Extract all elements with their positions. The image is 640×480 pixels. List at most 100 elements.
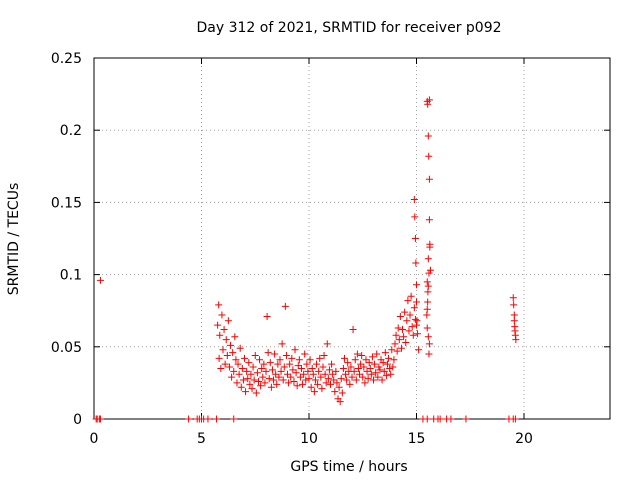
data-point <box>215 354 223 362</box>
data-point <box>296 373 304 381</box>
data-point <box>265 375 273 383</box>
data-point <box>360 363 368 371</box>
data-point <box>380 367 388 375</box>
data-point <box>204 415 212 423</box>
data-point <box>297 364 305 372</box>
data-point <box>359 373 367 381</box>
data-point <box>288 354 296 362</box>
data-point <box>436 415 444 423</box>
data-point <box>511 415 519 423</box>
data-point <box>215 301 223 309</box>
data-point <box>328 360 336 368</box>
data-point <box>426 243 434 251</box>
data-point <box>423 311 431 319</box>
data-point <box>317 373 325 381</box>
data-point <box>303 360 311 368</box>
data-point <box>391 340 399 348</box>
data-point <box>387 370 395 378</box>
data-point <box>367 370 375 378</box>
data-point <box>305 375 313 383</box>
data-point <box>302 376 310 384</box>
data-point <box>407 292 415 300</box>
data-point <box>224 317 232 325</box>
data-point <box>338 389 346 397</box>
data-point <box>96 415 104 423</box>
data-point <box>239 376 247 384</box>
data-point <box>389 363 397 371</box>
data-point <box>279 376 287 384</box>
data-point <box>350 367 358 375</box>
data-point <box>230 367 238 375</box>
data-point <box>306 356 314 364</box>
data-point <box>270 376 278 384</box>
data-point <box>308 364 316 372</box>
data-point <box>340 354 348 362</box>
data-point <box>410 304 418 312</box>
data-point <box>225 363 233 371</box>
y-tick-label: 0.1 <box>60 268 82 284</box>
data-point <box>510 317 518 325</box>
data-point <box>267 383 275 391</box>
data-point <box>339 364 347 372</box>
data-point <box>382 372 390 380</box>
data-point <box>358 351 366 359</box>
data-point <box>259 373 267 381</box>
data-point <box>246 380 254 388</box>
data-point <box>252 389 260 397</box>
data-point <box>343 376 351 384</box>
chart-title: Day 312 of 2021, SRMTID for receiver p09… <box>196 20 501 36</box>
data-point <box>371 360 379 368</box>
data-point <box>511 327 519 335</box>
data-point <box>323 340 331 348</box>
data-point <box>509 294 517 302</box>
data-point <box>266 359 274 367</box>
data-point <box>250 376 258 384</box>
data-point <box>231 333 239 341</box>
data-point <box>223 351 231 359</box>
data-point <box>221 360 229 368</box>
data-point <box>424 255 432 263</box>
data-point <box>286 360 294 368</box>
data-point <box>414 330 422 338</box>
data-point <box>218 311 226 319</box>
data-point <box>337 375 345 383</box>
data-point <box>281 302 289 310</box>
data-point <box>235 370 243 378</box>
data-point <box>394 324 402 332</box>
data-point <box>366 364 374 372</box>
data-point <box>335 383 343 391</box>
data-point <box>424 333 432 341</box>
data-point <box>287 373 295 381</box>
data-point <box>424 100 432 108</box>
data-point <box>368 353 376 361</box>
data-point <box>315 367 323 375</box>
data-point <box>284 370 291 378</box>
data-point <box>392 331 400 339</box>
data-point <box>263 312 271 320</box>
data-point <box>277 367 285 375</box>
data-point <box>313 360 321 368</box>
data-point <box>409 331 417 339</box>
data-point <box>318 385 326 393</box>
data-point <box>385 354 393 362</box>
data-point <box>332 367 340 375</box>
data-point <box>388 346 396 354</box>
data-point <box>293 382 301 390</box>
data-point <box>295 356 303 364</box>
data-point <box>219 346 227 354</box>
data-point <box>300 370 308 378</box>
data-point <box>411 213 419 221</box>
data-point <box>411 235 419 242</box>
data-point <box>216 331 224 339</box>
data-point <box>319 363 327 371</box>
data-point <box>353 350 361 358</box>
data-point <box>248 385 256 393</box>
data-point <box>322 379 330 387</box>
data-point <box>344 359 352 367</box>
data-point <box>405 327 413 335</box>
data-point <box>260 360 268 368</box>
x-tick-label: 15 <box>408 431 426 447</box>
data-point <box>423 278 431 286</box>
data-point <box>425 175 433 183</box>
